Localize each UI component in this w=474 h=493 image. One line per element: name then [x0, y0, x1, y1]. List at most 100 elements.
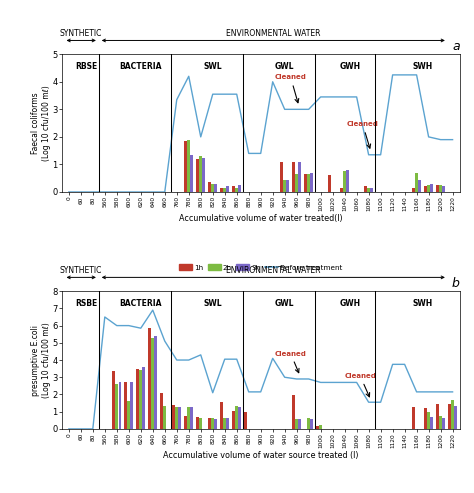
Bar [346, 170, 349, 192]
Bar [424, 408, 427, 429]
Bar [328, 176, 331, 192]
Bar [307, 418, 310, 429]
Bar [415, 173, 418, 192]
Bar [370, 188, 373, 192]
Text: RSBE: RSBE [76, 299, 98, 308]
Bar [295, 420, 298, 429]
Bar [451, 400, 454, 429]
Bar [200, 156, 202, 192]
Text: SWL: SWL [203, 299, 222, 308]
Bar [191, 155, 193, 192]
Bar [155, 336, 157, 429]
Bar [209, 182, 211, 192]
Text: RBSE: RBSE [76, 62, 98, 71]
Bar [173, 405, 175, 429]
X-axis label: Accumulative volume of water treated(l): Accumulative volume of water treated(l) [179, 214, 343, 223]
Bar [128, 401, 130, 429]
Bar [118, 383, 121, 429]
Bar [232, 411, 235, 429]
Bar [187, 140, 190, 192]
Text: SWH: SWH [412, 62, 433, 71]
Bar [427, 185, 430, 192]
Bar [310, 173, 313, 192]
Bar [343, 172, 346, 192]
Bar [295, 174, 298, 192]
Bar [152, 338, 154, 429]
Bar [191, 407, 193, 429]
Bar [227, 186, 229, 192]
Bar [211, 418, 214, 429]
Text: ENVIRONMENTAL WATER: ENVIRONMENTAL WATER [226, 30, 320, 38]
Bar [238, 407, 241, 429]
Bar [299, 419, 301, 429]
Bar [439, 416, 442, 429]
Bar [245, 412, 247, 429]
Bar [179, 407, 181, 429]
Text: BACTERIA: BACTERIA [119, 299, 162, 308]
Bar [112, 371, 115, 429]
Bar [220, 188, 223, 192]
Bar [148, 328, 151, 429]
Bar [412, 188, 415, 192]
X-axis label: Accumulative volume of water source treated (l): Accumulative volume of water source trea… [163, 451, 358, 460]
Bar [200, 418, 202, 429]
Bar [130, 383, 133, 429]
Bar [209, 418, 211, 429]
Text: SYNTHETIC: SYNTHETIC [59, 30, 101, 38]
Bar [223, 418, 226, 429]
Bar [424, 186, 427, 192]
Text: Cleaned: Cleaned [344, 373, 376, 397]
Bar [223, 188, 226, 192]
Bar [367, 188, 370, 192]
Bar [160, 393, 163, 429]
Bar [164, 406, 166, 429]
Bar [419, 179, 421, 192]
Bar [202, 158, 205, 192]
Bar [280, 162, 283, 192]
Text: SYNTHETIC: SYNTHETIC [59, 266, 101, 275]
Legend: 1h, 2h, 3h, Before treatment: 1h, 2h, 3h, Before treatment [176, 261, 345, 274]
Y-axis label: Faecal coliforms
(Log 10 cfu/100 mℓ): Faecal coliforms (Log 10 cfu/100 mℓ) [31, 85, 51, 161]
Bar [236, 406, 238, 429]
Text: GWH: GWH [340, 299, 361, 308]
Bar [292, 395, 295, 429]
Bar [283, 179, 286, 192]
Bar [442, 418, 445, 429]
Bar [214, 419, 217, 429]
Bar [232, 186, 235, 192]
Text: SWL: SWL [203, 62, 222, 71]
Bar [454, 406, 457, 429]
Bar [436, 185, 439, 192]
Text: GWL: GWL [275, 62, 294, 71]
Text: ENVIRONMENTAL WATER: ENVIRONMENTAL WATER [226, 266, 320, 275]
Y-axis label: presumptive E.coli
(Log 10 cfu/100 mℓ): presumptive E.coli (Log 10 cfu/100 mℓ) [31, 322, 51, 398]
Bar [436, 404, 439, 429]
Bar [238, 185, 241, 192]
Bar [175, 407, 178, 429]
Bar [220, 402, 223, 429]
Bar [299, 162, 301, 192]
Bar [319, 425, 322, 429]
Bar [214, 184, 217, 192]
Bar [430, 417, 433, 429]
Bar [430, 184, 433, 192]
Text: BACTERIA: BACTERIA [119, 62, 162, 71]
Bar [310, 419, 313, 429]
Bar [292, 162, 295, 192]
Bar [427, 412, 430, 429]
Bar [139, 370, 142, 429]
Bar [196, 159, 199, 192]
Bar [439, 185, 442, 192]
Bar [307, 174, 310, 192]
Bar [125, 383, 127, 429]
Text: SWH: SWH [412, 299, 433, 308]
Bar [227, 418, 229, 429]
Bar [304, 174, 307, 192]
Bar [442, 186, 445, 192]
Text: Cleaned: Cleaned [275, 74, 307, 103]
Bar [196, 417, 199, 429]
Text: b: b [452, 277, 460, 290]
Bar [211, 184, 214, 192]
Text: Cleaned: Cleaned [275, 351, 307, 373]
Bar [340, 188, 343, 192]
